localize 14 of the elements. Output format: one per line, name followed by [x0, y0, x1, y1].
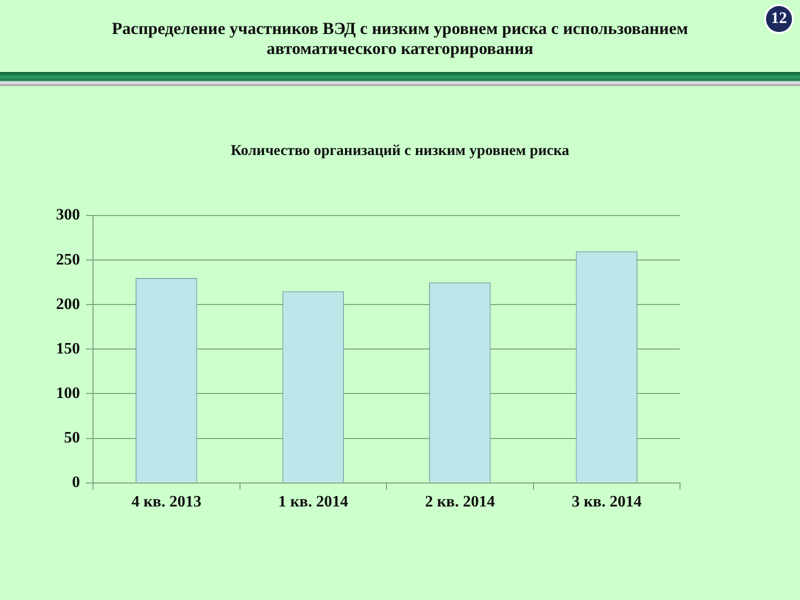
chart-title: Распределение участников ВЭД с низким уровнем риска с использованием автоматического категорирования: [110, 19, 690, 59]
x-tick-label: 1 кв. 2014: [278, 494, 348, 511]
x-tick-label: 2 кв. 2014: [424, 494, 495, 511]
text: 12: [771, 10, 787, 27]
x-tick-label: 4 кв. 2013: [131, 494, 202, 511]
y-tick-label: 300: [56, 206, 80, 224]
chart-subtitle: Количество организаций с низким уровнем риска: [230, 143, 570, 160]
y-tick-label: 150: [56, 340, 80, 358]
x-tick-label: 3 кв. 2014: [572, 494, 642, 511]
y-tick-label: 50: [64, 429, 80, 446]
y-tick-label: 200: [56, 296, 80, 313]
y-tick-label: 100: [56, 384, 80, 402]
y-tick-label: 250: [56, 251, 80, 268]
y-tick-label: 0: [72, 474, 80, 491]
